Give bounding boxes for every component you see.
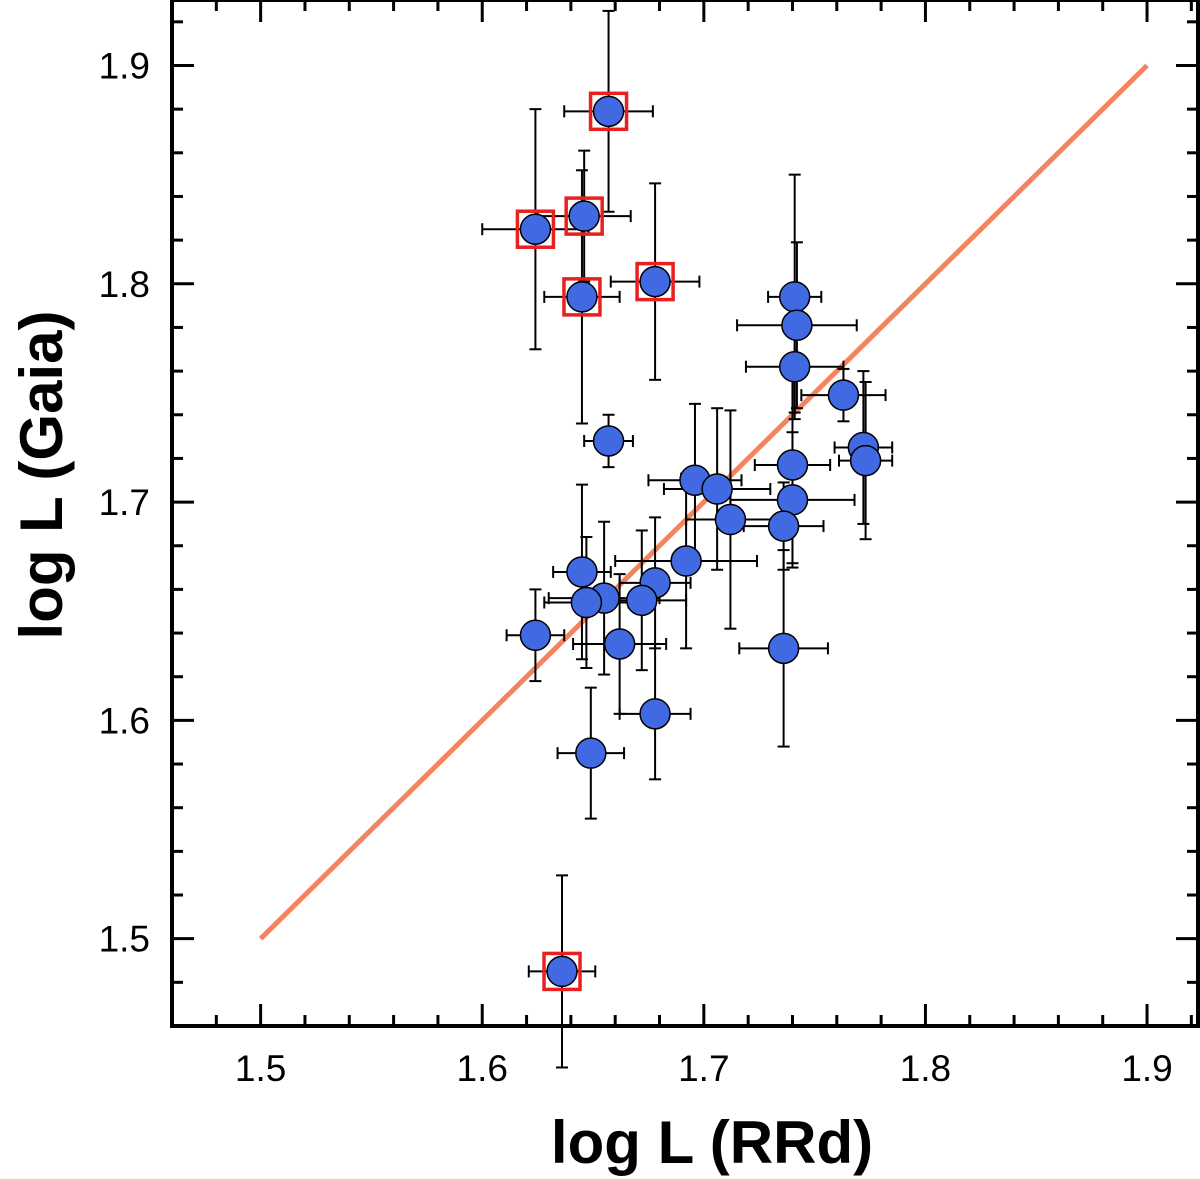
highlight-box bbox=[562, 277, 602, 317]
x-tick-label: 1.9 bbox=[1121, 1048, 1172, 1089]
data-point bbox=[776, 449, 809, 481]
data-point bbox=[827, 379, 860, 411]
data-point bbox=[701, 473, 733, 505]
highlight-boxes bbox=[515, 91, 675, 992]
y-tick-label: 1.7 bbox=[99, 482, 150, 523]
data-point bbox=[767, 510, 800, 542]
data-point bbox=[519, 213, 552, 245]
reference-line bbox=[258, 63, 1149, 941]
data-point bbox=[519, 619, 552, 651]
y-tick-label: 1.6 bbox=[99, 700, 150, 741]
y-tick-label: 1.8 bbox=[99, 264, 150, 305]
data-point bbox=[639, 698, 671, 730]
highlight-box bbox=[635, 261, 675, 302]
data-points bbox=[519, 95, 882, 988]
data-point bbox=[778, 281, 811, 313]
x-tick-label: 1.5 bbox=[235, 1048, 286, 1089]
data-point bbox=[603, 628, 636, 660]
axis-ticks bbox=[170, 0, 1198, 1028]
data-point bbox=[778, 350, 811, 383]
data-point bbox=[592, 425, 625, 457]
x-tick-label: 1.7 bbox=[678, 1048, 729, 1089]
reference-line-layer bbox=[258, 63, 1149, 941]
tick-labels: 1.5 1.6 1.7 1.8 1.9 1.5 1.6 1.7 1.8 1.9 bbox=[99, 45, 1173, 1089]
data-point bbox=[566, 281, 598, 313]
data-point bbox=[566, 556, 598, 588]
highlight-box bbox=[515, 209, 556, 249]
data-point bbox=[849, 444, 882, 477]
data-point bbox=[575, 737, 607, 769]
data-point bbox=[714, 503, 747, 536]
data-point bbox=[546, 955, 578, 988]
data-point bbox=[776, 484, 809, 516]
error-bars bbox=[481, 9, 894, 1069]
data-point bbox=[781, 309, 813, 342]
data-point bbox=[592, 95, 625, 128]
y-tick-label: 1.5 bbox=[99, 919, 150, 960]
x-tick-label: 1.8 bbox=[900, 1048, 951, 1089]
data-point bbox=[767, 632, 800, 665]
x-axis-title: log L (RRd) bbox=[551, 1109, 873, 1176]
highlight-box bbox=[542, 951, 582, 992]
data-point bbox=[626, 584, 658, 617]
data-point bbox=[570, 586, 603, 619]
y-tick-label: 1.9 bbox=[99, 45, 150, 86]
x-tick-label: 1.6 bbox=[457, 1048, 508, 1089]
data-point bbox=[568, 200, 600, 232]
highlight-box bbox=[588, 91, 629, 132]
highlight-box bbox=[564, 196, 604, 236]
data-point bbox=[639, 265, 671, 298]
y-axis-title: log L (Gaia) bbox=[8, 311, 75, 640]
data-point bbox=[670, 545, 702, 577]
plot-frame bbox=[170, 0, 1200, 1028]
